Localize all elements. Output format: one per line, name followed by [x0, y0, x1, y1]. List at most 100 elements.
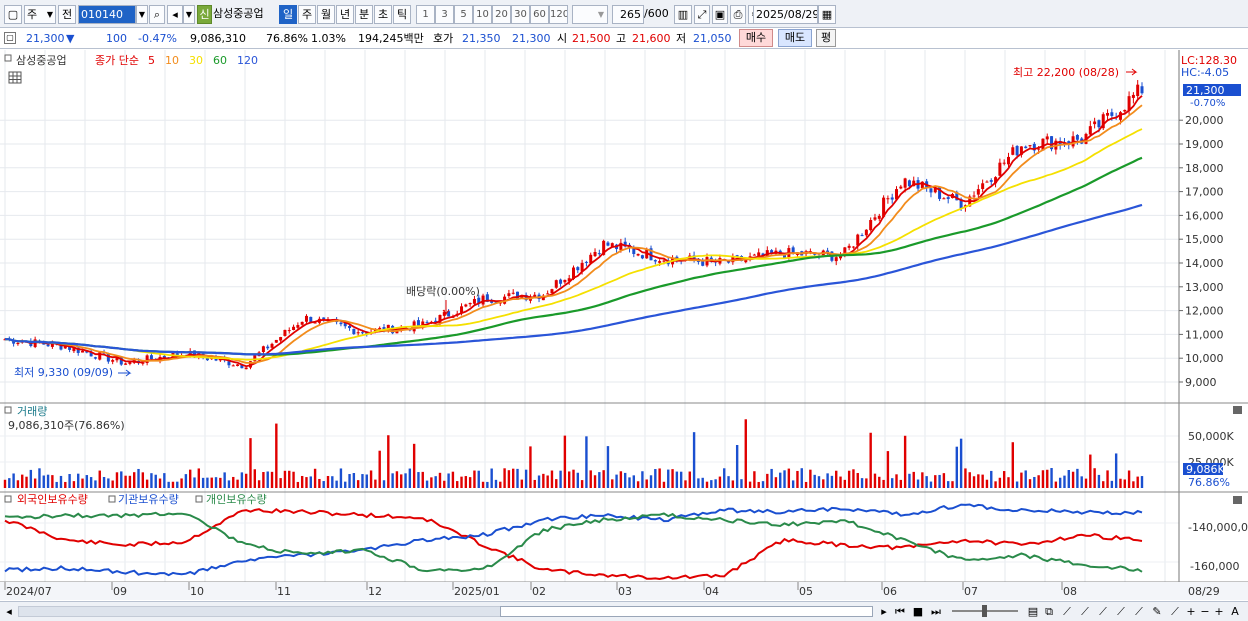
- panel-menu-icon[interactable]: [4, 495, 12, 503]
- candle-icon[interactable]: ▥: [674, 5, 692, 24]
- scroll-left-icon[interactable]: ◂: [6, 605, 12, 618]
- avg-button[interactable]: 평: [816, 29, 836, 47]
- interval-tab-10[interactable]: 10: [473, 5, 492, 24]
- candle-body: [847, 245, 851, 248]
- period-tab-3[interactable]: 년: [336, 5, 354, 24]
- window-icon[interactable]: ▢: [4, 32, 16, 44]
- volume-bar: [51, 475, 54, 488]
- interval-dropdown[interactable]: ▼: [572, 5, 608, 24]
- chart-area[interactable]: 삼성중공업 종가 단순 5 10 30 60 120 LC:128.30 HC:-4.0…: [0, 50, 1248, 603]
- calendar-icon[interactable]: ▦: [818, 5, 836, 24]
- holding-lines: [4, 503, 1143, 581]
- buy-button[interactable]: 매수: [739, 29, 773, 47]
- draw-line-icon[interactable]: ⟋: [1063, 605, 1071, 618]
- volume-bar: [985, 479, 989, 488]
- volume-bar: [869, 432, 872, 488]
- candle-body: [72, 347, 76, 352]
- volume-bar: [1033, 476, 1036, 488]
- chevron-down-icon[interactable]: ▼: [136, 5, 148, 24]
- candle-body: [1118, 112, 1122, 120]
- panel-menu-icon[interactable]: [4, 406, 12, 414]
- chevron-down-icon[interactable]: ▼: [183, 5, 195, 24]
- text-icon[interactable]: ⟋: [1171, 605, 1179, 618]
- volume-bars: [3, 419, 1144, 488]
- volume-bar: [899, 479, 903, 488]
- volume-bar: [434, 476, 437, 488]
- volume-bar: [826, 473, 829, 488]
- panel-close-icon[interactable]: [1233, 496, 1242, 504]
- period-tab-2[interactable]: 월: [317, 5, 335, 24]
- type-selector[interactable]: 주 ▼: [24, 5, 56, 24]
- volume-bar: [787, 468, 791, 488]
- print-icon[interactable]: ⎙: [730, 5, 746, 24]
- pen-icon[interactable]: ✎: [1152, 605, 1162, 618]
- candle-body: [516, 291, 520, 300]
- volume-bar: [447, 473, 450, 488]
- ma-legend-10: 10: [165, 54, 179, 67]
- scroll-thumb[interactable]: [500, 606, 873, 617]
- panel-menu-icon[interactable]: [4, 54, 12, 62]
- candle-body: [93, 357, 97, 359]
- interval-tab-20[interactable]: 20: [492, 5, 511, 24]
- volume-bar: [589, 470, 592, 488]
- search-icon[interactable]: ⌕: [149, 5, 165, 24]
- interval-tab-30[interactable]: 30: [511, 5, 530, 24]
- candle-body: [998, 162, 1002, 176]
- volume-bar: [602, 470, 605, 488]
- scale-icon[interactable]: ⤢: [694, 5, 710, 24]
- font-size-icon[interactable]: A: [1231, 605, 1239, 618]
- period-tab-1[interactable]: 주: [298, 5, 316, 24]
- period-tab-4[interactable]: 분: [355, 5, 373, 24]
- date-input[interactable]: 2025/08/29: [753, 5, 818, 24]
- cross-icon[interactable]: +: [1214, 605, 1224, 618]
- stop-icon[interactable]: ■: [912, 605, 924, 618]
- zoom-in-icon[interactable]: +: [1186, 605, 1196, 618]
- rewind-icon[interactable]: ⏮: [895, 605, 905, 618]
- candle-body: [348, 325, 352, 329]
- candle-body: [757, 252, 761, 256]
- volume-bar: [89, 477, 93, 488]
- x-axis-last-label: 08/29: [1188, 585, 1220, 598]
- grid-table-icon[interactable]: [8, 71, 22, 84]
- candle-body: [266, 346, 270, 349]
- volume-bar: [473, 470, 476, 488]
- candle-body: [946, 197, 950, 199]
- scroll-right-icon[interactable]: ▸: [881, 605, 887, 618]
- forward-icon[interactable]: ⏭: [931, 605, 941, 618]
- candle-body: [339, 322, 343, 325]
- volume-bar: [636, 481, 640, 488]
- layout-icon[interactable]: ▤: [1027, 605, 1039, 618]
- trend-icon[interactable]: ⟋: [1081, 605, 1089, 618]
- interval-tab-5[interactable]: 5: [454, 5, 473, 24]
- volume-bar: [593, 475, 597, 488]
- panel-close-icon[interactable]: [1233, 406, 1242, 414]
- speaker-icon[interactable]: ◂: [167, 5, 183, 24]
- period-tab-0[interactable]: 일: [279, 5, 297, 24]
- interval-tab-1[interactable]: 1: [416, 5, 435, 24]
- save-icon[interactable]: ▣: [712, 5, 728, 24]
- volume-bar: [977, 474, 980, 488]
- period-tab-6[interactable]: 틱: [393, 5, 411, 24]
- volume-bar: [21, 474, 24, 488]
- volume-bar: [882, 479, 885, 488]
- interval-tab-60[interactable]: 60: [530, 5, 549, 24]
- window-icon[interactable]: ▢: [4, 5, 22, 24]
- copy-icon[interactable]: ⧉: [1045, 605, 1053, 618]
- sell-button[interactable]: 매도: [778, 29, 812, 47]
- zoom-out-icon[interactable]: −: [1200, 605, 1210, 618]
- prev-button[interactable]: 전: [58, 5, 76, 24]
- zoom-slider-handle[interactable]: [982, 605, 987, 617]
- interval-tab-3[interactable]: 3: [435, 5, 454, 24]
- volume-bar: [860, 478, 864, 488]
- candle-body: [1088, 126, 1092, 135]
- stock-code-input[interactable]: 010140: [78, 5, 136, 24]
- count-input[interactable]: 265: [612, 5, 644, 24]
- candle-body: [985, 181, 989, 183]
- x-axis-label: 05: [799, 585, 813, 598]
- channel-icon[interactable]: ⟋: [1117, 605, 1125, 618]
- x-axis-label: 06: [883, 585, 897, 598]
- period-tab-5[interactable]: 초: [374, 5, 392, 24]
- interval-tab-120[interactable]: 120: [549, 5, 568, 24]
- angle-icon[interactable]: ⟋: [1135, 605, 1143, 618]
- fibo-icon[interactable]: ⟋: [1099, 605, 1107, 618]
